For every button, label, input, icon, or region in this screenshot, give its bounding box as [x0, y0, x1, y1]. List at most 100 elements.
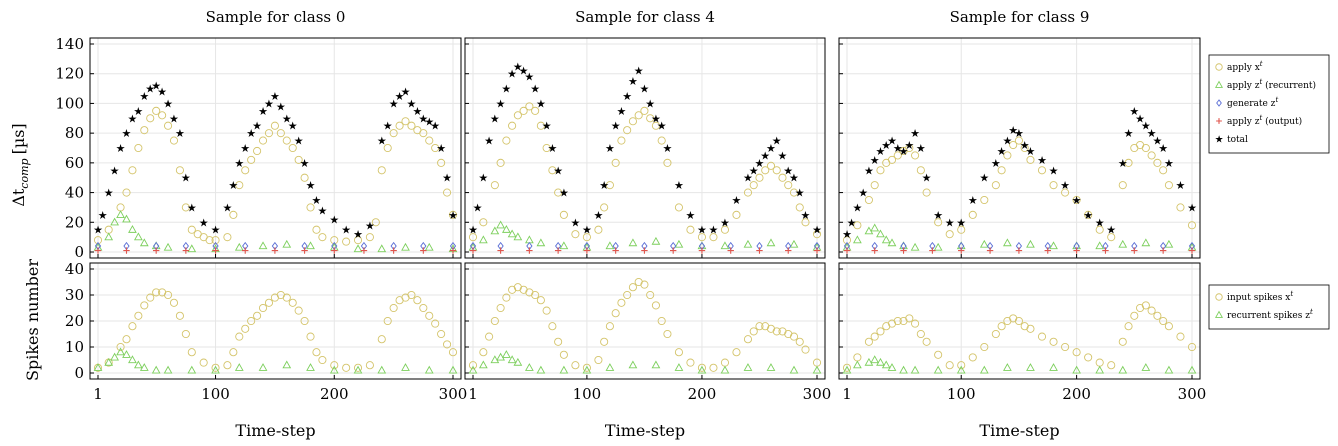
data-point	[419, 303, 428, 313]
data-point	[276, 129, 285, 138]
data-point: ★	[933, 209, 943, 222]
data-point	[795, 203, 804, 212]
y-tick-label: 120	[55, 65, 84, 83]
data-point	[1026, 363, 1035, 371]
data-point	[431, 319, 440, 328]
data-point: ★	[430, 120, 440, 133]
data-point	[288, 298, 297, 307]
data-point	[646, 114, 655, 123]
data-point: ★	[956, 216, 966, 229]
data-point	[986, 247, 994, 254]
data-point	[490, 316, 499, 326]
data-point	[116, 342, 125, 352]
data-point	[187, 244, 197, 253]
data-point	[312, 348, 321, 357]
data-point: ★	[252, 120, 262, 133]
data-point	[134, 143, 143, 153]
data-point	[478, 235, 488, 244]
data-point	[163, 365, 173, 374]
data-point: ★	[1049, 164, 1059, 177]
data-point	[611, 309, 620, 318]
data-point: ★	[858, 187, 868, 200]
data-point	[1073, 247, 1080, 254]
circle-legend-marker	[1215, 293, 1223, 301]
circle-legend-marker	[1215, 63, 1223, 71]
data-point	[258, 303, 268, 313]
data-point	[870, 223, 880, 232]
data-point	[169, 298, 179, 307]
data-point	[437, 329, 446, 339]
data-point	[905, 143, 914, 153]
data-point: ★	[599, 179, 609, 192]
data-point: ★	[473, 201, 483, 214]
data-point	[611, 158, 620, 167]
series-1	[842, 355, 1197, 374]
data-point	[1159, 247, 1167, 254]
data-point: ★	[507, 68, 517, 81]
data-point: ★	[1187, 201, 1197, 214]
data-point: ★	[893, 142, 903, 155]
data-point	[1118, 239, 1128, 248]
data-point	[1003, 151, 1012, 160]
data-point	[1159, 316, 1168, 326]
data-point	[628, 283, 637, 292]
data-point: ★	[424, 115, 434, 128]
data-point: ★	[478, 172, 488, 185]
data-point: ★	[732, 194, 742, 207]
data-point	[922, 188, 931, 197]
y-tick-label: 80	[65, 124, 84, 142]
data-point	[1141, 238, 1151, 247]
data-point: ★	[760, 149, 770, 162]
data-point	[247, 316, 256, 326]
data-point	[1147, 306, 1156, 315]
data-point	[1141, 363, 1151, 371]
data-point	[813, 247, 821, 254]
data-point: ★	[187, 201, 197, 214]
data-point	[211, 236, 220, 245]
data-point	[496, 158, 505, 167]
data-point	[1107, 233, 1116, 242]
data-point: ★	[501, 83, 511, 96]
data-point	[864, 337, 873, 346]
data-point: ★	[709, 224, 719, 237]
data-point	[294, 306, 303, 315]
data-point	[571, 230, 580, 239]
data-point	[674, 203, 683, 212]
data-point	[353, 363, 363, 372]
data-point	[1003, 238, 1012, 247]
data-point	[542, 306, 551, 315]
data-point	[104, 232, 114, 241]
data-point	[594, 225, 603, 234]
panel-2-spikes: 1 100 200 300 Time-step	[838, 262, 1206, 440]
data-point	[887, 155, 897, 164]
data-point	[887, 238, 897, 247]
data-point: ★	[616, 105, 626, 118]
data-point	[1084, 210, 1093, 219]
data-point	[720, 241, 730, 250]
data-point	[1072, 365, 1081, 374]
data-point	[490, 355, 500, 364]
data-point	[651, 360, 661, 369]
data-point	[235, 181, 244, 190]
data-point	[163, 242, 173, 251]
data-point: ★	[842, 228, 852, 241]
data-point	[617, 136, 626, 145]
data-point: ★	[766, 142, 776, 155]
data-point	[437, 158, 446, 167]
data-point	[151, 365, 161, 374]
data-point	[448, 365, 458, 374]
data-point: ★	[651, 112, 661, 125]
data-point	[223, 233, 232, 242]
series-1	[842, 223, 1197, 251]
data-point	[542, 143, 551, 153]
data-point: ★	[1026, 145, 1036, 158]
data-point	[110, 352, 119, 361]
data-point: ★	[407, 97, 417, 110]
data-point	[663, 329, 672, 339]
data-point: ★	[211, 224, 221, 237]
data-point	[916, 166, 925, 175]
data-point: ★	[674, 179, 684, 192]
legend-entry: recurrent spikes zt	[1214, 308, 1313, 321]
data-point	[377, 335, 386, 344]
